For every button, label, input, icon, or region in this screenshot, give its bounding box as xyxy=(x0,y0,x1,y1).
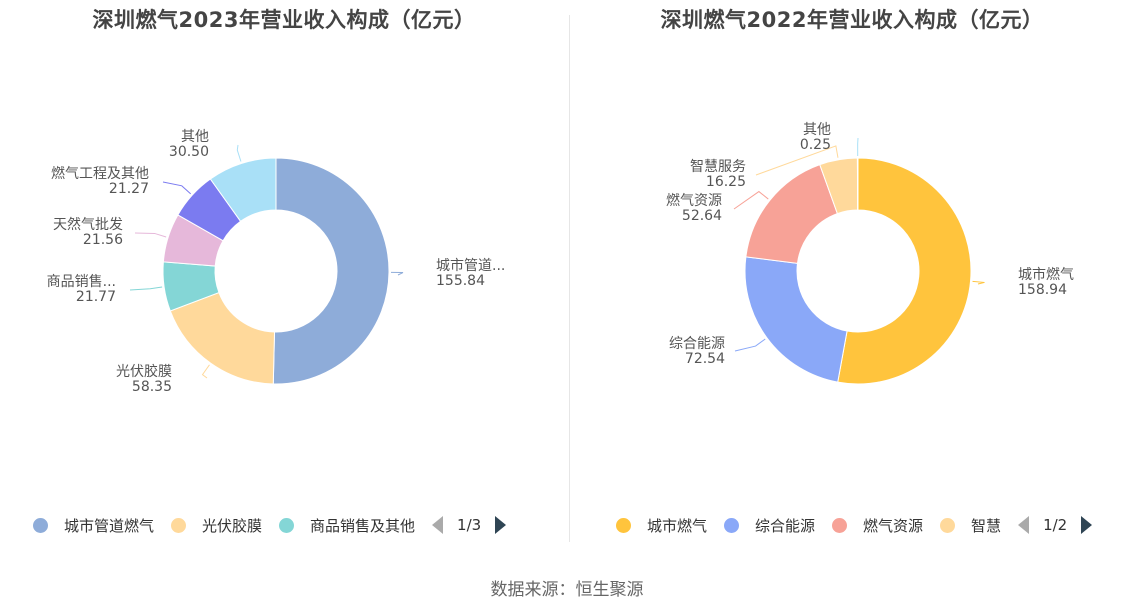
label-leader-line xyxy=(390,271,404,276)
slice-label: 光伏胶膜 xyxy=(116,363,172,380)
legend-label: 综合能源 xyxy=(755,516,816,535)
label-leader-line xyxy=(733,190,769,210)
slice-label: 综合能源 xyxy=(669,336,725,352)
legend-pager: 1/2 xyxy=(1018,516,1093,534)
slice-value-label: 155.84 xyxy=(436,273,485,289)
slice-value-label: 21.56 xyxy=(83,232,123,248)
data-source-note: 数据来源：恒生聚源 xyxy=(490,580,644,600)
slice-value-label: 52.64 xyxy=(682,208,722,224)
pie-slice[interactable] xyxy=(209,157,277,223)
label-leader-line xyxy=(236,144,242,162)
label-leader-line xyxy=(972,280,985,285)
legend-pager: 1/3 xyxy=(432,516,507,534)
prev-page-icon[interactable] xyxy=(432,516,444,534)
slice-label: 智慧服务 xyxy=(690,159,746,175)
legend-label: 商品销售及其他 xyxy=(310,516,416,535)
slice-value-label: 21.77 xyxy=(76,289,116,305)
legend: 城市管道燃气 光伏胶膜 商品销售及其他 1/3 xyxy=(0,512,568,538)
legend-marker xyxy=(940,517,956,533)
slice-label: 城市管道... xyxy=(436,257,505,274)
legend-item[interactable]: 商品销售及其他 xyxy=(279,515,415,536)
panel-divider xyxy=(569,15,570,542)
slice-label: 燃气工程及其他 xyxy=(51,165,149,182)
legend-item[interactable]: 智慧 xyxy=(940,515,1001,536)
slice-value-label: 58.35 xyxy=(132,379,172,395)
legend-item[interactable]: 燃气资源 xyxy=(832,515,923,536)
slice-label: 商品销售... xyxy=(47,274,116,290)
slice-label: 燃气资源 xyxy=(666,192,722,209)
label-leader-line xyxy=(162,181,192,195)
next-page-icon[interactable] xyxy=(495,516,507,534)
slice-label: 其他 xyxy=(181,129,209,145)
label-leader-line xyxy=(201,364,210,379)
legend-item[interactable]: 城市燃气 xyxy=(616,515,707,536)
legend-marker xyxy=(171,517,187,533)
pie-slice[interactable] xyxy=(837,157,972,385)
slice-value-label: 30.50 xyxy=(169,144,209,160)
slice-value-label: 72.54 xyxy=(685,351,725,367)
slice-value-label: 16.25 xyxy=(706,174,746,190)
label-leader-line xyxy=(755,145,839,176)
prev-page-icon[interactable] xyxy=(1018,516,1030,534)
legend-item[interactable]: 光伏胶膜 xyxy=(171,515,262,536)
label-leader-line xyxy=(734,338,766,352)
next-page-icon[interactable] xyxy=(1081,516,1093,534)
legend-marker xyxy=(724,517,740,533)
slice-value-label: 158.94 xyxy=(1018,282,1067,298)
pie-slice[interactable] xyxy=(272,157,390,385)
legend-item[interactable]: 综合能源 xyxy=(724,515,815,536)
slice-label: 天然气批发 xyxy=(53,216,123,233)
slice-value-label: 0.25 xyxy=(800,137,831,153)
slice-value-label: 21.27 xyxy=(109,181,149,197)
legend-page-indicator: 1/3 xyxy=(457,516,482,534)
pie-slice[interactable] xyxy=(169,291,276,385)
legend-marker xyxy=(33,517,48,533)
legend: 城市燃气 综合能源 燃气资源 智慧 1/2 xyxy=(570,512,1134,538)
chart-title: 深圳燃气2023年营业收入构成（亿元） xyxy=(92,8,476,32)
legend-marker xyxy=(279,517,295,533)
legend-label: 光伏胶膜 xyxy=(202,516,263,535)
pie-slice[interactable] xyxy=(745,164,839,264)
donut-chart-2023: 城市管道...155.84光伏胶膜58.35商品销售...21.77天然气批发2… xyxy=(47,129,506,395)
legend-label: 智慧 xyxy=(971,516,1002,535)
label-leader-line xyxy=(129,286,163,291)
chart-panel-2022: 深圳燃气2022年营业收入构成（亿元） 城市燃气 158.94 综合能源 72.54 燃… xyxy=(570,0,1134,545)
legend-marker xyxy=(616,517,631,533)
legend-label: 燃气资源 xyxy=(863,516,924,535)
legend-label: 城市管道燃气 xyxy=(64,516,155,535)
pie-slice[interactable] xyxy=(856,157,859,211)
slice-label: 城市燃气 xyxy=(1018,266,1074,283)
slice-label: 其他 xyxy=(803,122,831,138)
legend-label: 城市燃气 xyxy=(647,516,708,535)
pie-slice[interactable] xyxy=(744,256,848,383)
chart-panel-2023: 深圳燃气2023年营业收入构成（亿元） 城市管道... 155.84 光伏胶膜 58.… xyxy=(0,0,568,545)
label-leader-line xyxy=(134,232,167,238)
legend-page-indicator: 1/2 xyxy=(1043,516,1068,534)
legend-marker xyxy=(832,517,848,533)
legend-item[interactable]: 城市管道燃气 xyxy=(33,515,154,536)
chart-title: 深圳燃气2022年营业收入构成（亿元） xyxy=(660,8,1044,32)
